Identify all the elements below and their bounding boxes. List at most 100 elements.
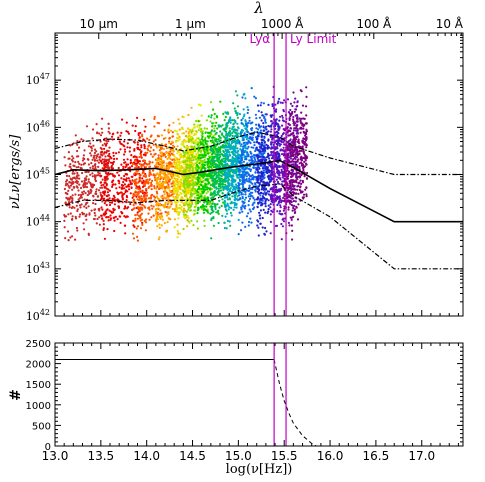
scatter-point	[144, 125, 147, 128]
scatter-point	[108, 203, 112, 207]
scatter-point	[207, 187, 210, 190]
scatter-point	[107, 140, 110, 143]
scatter-point	[64, 202, 67, 205]
scatter-point	[69, 178, 73, 181]
scatter-point	[264, 211, 267, 214]
scatter-point	[204, 178, 207, 181]
scatter-point	[81, 211, 84, 214]
scatter-point	[201, 154, 204, 157]
scatter-point	[210, 129, 213, 132]
scatter-point	[149, 150, 152, 153]
scatter-point	[141, 135, 144, 138]
scatter-point	[270, 193, 273, 196]
scatter-point	[169, 174, 172, 177]
scatter-point	[193, 212, 196, 215]
scatter-point	[97, 189, 101, 192]
scatter-point	[211, 122, 214, 125]
scatter-point	[193, 123, 196, 126]
scatter-point	[263, 135, 266, 138]
scatter-point	[101, 208, 104, 211]
scatter-point	[275, 168, 278, 171]
scatter-point	[176, 163, 179, 167]
scatter-point	[255, 127, 258, 130]
scatter-point	[164, 210, 167, 214]
scatter-point	[223, 174, 226, 177]
scatter-point	[223, 226, 226, 230]
scatter-point	[207, 190, 210, 193]
scatter-point	[257, 177, 260, 181]
scatter-point	[173, 210, 176, 213]
scatter-point	[210, 116, 213, 119]
scatter-point	[208, 151, 212, 154]
scatter-point	[155, 213, 158, 216]
scatter-point	[94, 202, 97, 206]
scatter-point	[235, 206, 238, 209]
scatter-point	[134, 190, 137, 193]
scatter-point	[91, 172, 94, 175]
scatter-point	[157, 158, 161, 161]
scatter-point	[101, 158, 104, 161]
scatter-point	[260, 191, 263, 194]
scatter-point	[224, 183, 227, 186]
scatter-point	[129, 159, 132, 162]
scatter-point	[196, 202, 200, 205]
scatter-point	[200, 130, 203, 133]
scatter-point	[148, 166, 151, 169]
scatter-point	[186, 197, 189, 201]
scatter-point	[167, 167, 170, 170]
scatter-point	[141, 172, 144, 175]
scatter-point	[226, 124, 229, 127]
scatter-point	[256, 134, 260, 137]
scatter-point	[191, 183, 194, 186]
scatter-point	[190, 131, 193, 134]
scatter-point	[226, 145, 229, 148]
scatter-point	[217, 193, 220, 196]
scatter-point	[160, 175, 163, 178]
scatter-point	[248, 175, 252, 178]
scatter-point	[224, 155, 227, 158]
scatter-point	[148, 138, 151, 142]
scatter-point	[68, 197, 72, 200]
scatter-point	[230, 206, 233, 210]
scatter-point	[95, 123, 98, 126]
scatter-point	[77, 160, 80, 163]
scatter-point	[211, 136, 214, 139]
scatter-point	[262, 180, 265, 183]
scatter-point	[211, 184, 215, 188]
scatter-point	[170, 162, 173, 165]
scatter-point	[143, 197, 147, 200]
scatter-point	[211, 196, 214, 199]
scatter-point	[236, 151, 239, 154]
scatter-point	[141, 198, 144, 201]
scatter-point	[225, 137, 228, 140]
scatter-point	[167, 211, 170, 214]
scatter-point	[113, 203, 116, 206]
scatter-point	[136, 147, 139, 150]
scatter-point	[221, 132, 224, 135]
scatter-point	[197, 166, 200, 169]
scatter-point	[185, 163, 189, 166]
scatter-point	[106, 161, 110, 164]
scatter-point	[257, 201, 260, 204]
scatter-point	[161, 218, 164, 221]
scatter-point	[95, 156, 98, 160]
scatter-point	[238, 162, 241, 165]
scatter-point	[92, 194, 95, 197]
scatter-point	[253, 144, 256, 147]
scatter-point	[171, 158, 174, 161]
scatter-point	[173, 226, 176, 229]
scatter-point	[254, 113, 257, 116]
scatter-point	[178, 128, 181, 131]
scatter-point	[178, 135, 181, 138]
scatter-point	[122, 158, 126, 161]
scatter-point	[205, 183, 208, 186]
scatter-point	[182, 185, 186, 188]
scatter-point	[206, 162, 210, 165]
scatter-point	[270, 120, 273, 123]
scatter-point	[251, 182, 254, 185]
scatter-point	[137, 132, 140, 135]
scatter-point	[184, 156, 187, 159]
scatter-point	[123, 174, 126, 178]
scatter-point	[249, 195, 252, 198]
scatter-point	[168, 180, 171, 183]
